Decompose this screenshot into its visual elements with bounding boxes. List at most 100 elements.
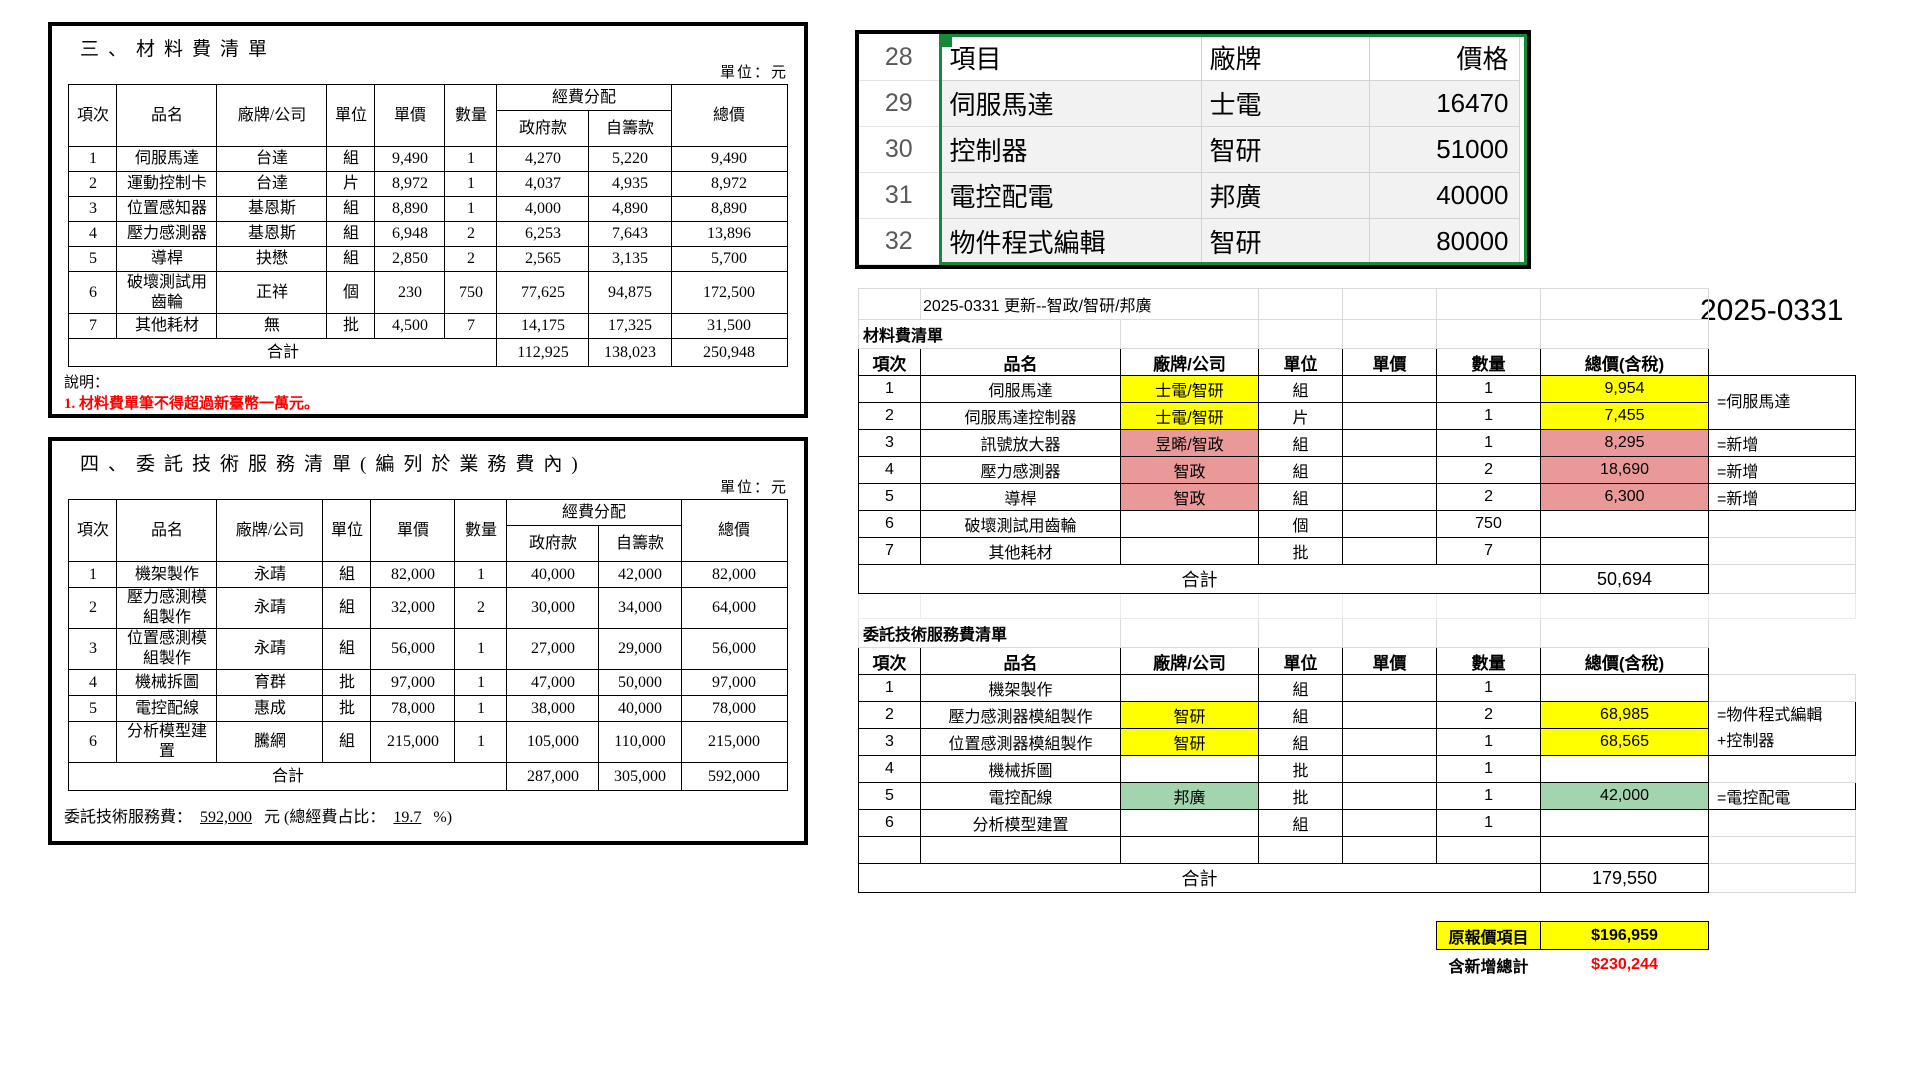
cell-price[interactable]: 51000 <box>1368 126 1520 173</box>
total-value[interactable]: 50,694 <box>1540 564 1710 594</box>
cell-brand[interactable]: 智政 <box>1119 483 1260 511</box>
cell-unit[interactable]: 組 <box>1258 701 1344 729</box>
col-header-no[interactable]: 項次 <box>858 348 921 376</box>
cell-qty[interactable]: 1 <box>1436 782 1542 810</box>
empty-cell[interactable] <box>1437 893 1541 922</box>
cell-name[interactable]: 壓力感測器模組製作 <box>920 701 1121 729</box>
empty-cell[interactable] <box>858 288 921 320</box>
cell-name[interactable]: 其他耗材 <box>920 537 1121 565</box>
empty-cell[interactable] <box>920 836 1121 864</box>
cell-total[interactable] <box>1540 537 1710 565</box>
cell-brand[interactable]: 智研 <box>1200 126 1370 173</box>
cell-total[interactable]: 68,565 <box>1540 728 1710 756</box>
cell-price[interactable] <box>1342 809 1438 837</box>
material-sheet-title[interactable]: 材料費清單 <box>858 319 1121 349</box>
empty-cell[interactable] <box>1709 893 1856 922</box>
cell-price[interactable] <box>1342 701 1438 729</box>
cell-brand[interactable]: 士電 <box>1200 80 1370 127</box>
cell-no[interactable]: 5 <box>858 782 921 810</box>
cell-qty[interactable]: 7 <box>1436 537 1542 565</box>
cell-brand[interactable]: 士電/智研 <box>1119 402 1260 430</box>
col-header-name[interactable]: 品名 <box>920 348 1121 376</box>
cell-unit[interactable]: 組 <box>1258 728 1344 756</box>
cell-qty[interactable]: 1 <box>1436 375 1542 403</box>
cell-unit[interactable]: 批 <box>1258 782 1344 810</box>
empty-cell[interactable] <box>1540 618 1710 648</box>
cell-no[interactable]: 6 <box>858 809 921 837</box>
empty-cell[interactable] <box>1343 893 1437 922</box>
cell-price[interactable] <box>1342 510 1438 538</box>
empty-cell[interactable] <box>1709 349 1856 376</box>
empty-cell[interactable] <box>1709 922 1856 950</box>
cell-no[interactable]: 3 <box>858 728 921 756</box>
cell-total[interactable]: 9,954 <box>1540 375 1710 403</box>
cell-price[interactable] <box>1342 429 1438 457</box>
col-header-no[interactable]: 項次 <box>858 647 921 675</box>
cell-total[interactable]: 6,300 <box>1540 483 1710 511</box>
cell-total[interactable]: 68,985 <box>1540 701 1710 729</box>
cell-name[interactable]: 導桿 <box>920 483 1121 511</box>
annotation-servo[interactable]: =伺服馬達 <box>1708 375 1857 430</box>
empty-cell[interactable] <box>1708 863 1857 893</box>
cell-qty[interactable]: 2 <box>1436 456 1542 484</box>
cell-name[interactable]: 機架製作 <box>920 674 1121 702</box>
annotation-object-editor[interactable]: =物件程式編輯 +控制器 <box>1708 701 1857 756</box>
empty-cell[interactable] <box>1342 288 1438 320</box>
cell-price[interactable] <box>1342 483 1438 511</box>
cell-no[interactable]: 7 <box>858 537 921 565</box>
empty-cell[interactable] <box>1258 618 1344 648</box>
empty-cell[interactable] <box>1121 922 1259 950</box>
cell-unit[interactable]: 組 <box>1258 809 1344 837</box>
cell-brand[interactable]: 邦廣 <box>1200 172 1370 219</box>
empty-cell[interactable] <box>1709 320 1856 349</box>
cell-brand[interactable]: 士電/智研 <box>1119 375 1260 403</box>
cell-brand[interactable]: 智研 <box>1200 218 1370 265</box>
cell-price[interactable] <box>1342 782 1438 810</box>
row-number[interactable]: 32 <box>859 218 939 265</box>
empty-cell[interactable] <box>1343 922 1437 950</box>
cell-brand[interactable]: 廠牌 <box>1200 34 1370 81</box>
cell-total[interactable]: 42,000 <box>1540 782 1710 810</box>
annotation-new[interactable]: =新增 <box>1708 429 1857 457</box>
cell-price[interactable] <box>1342 537 1438 565</box>
new-total-value[interactable]: $230,244 <box>1591 955 1658 973</box>
empty-cell[interactable] <box>1541 893 1709 922</box>
total-label[interactable]: 合計 <box>857 863 1542 893</box>
empty-cell[interactable] <box>920 593 1121 619</box>
col-header-name[interactable]: 品名 <box>920 647 1121 675</box>
cell-item[interactable]: 電控配電 <box>938 172 1202 219</box>
empty-cell[interactable] <box>858 836 921 864</box>
cell-item[interactable]: 伺服馬達 <box>938 80 1202 127</box>
empty-cell[interactable] <box>1436 593 1542 619</box>
empty-cell[interactable] <box>1119 593 1260 619</box>
empty-cell[interactable] <box>1121 950 1259 980</box>
cell-price[interactable]: 價格 <box>1368 34 1520 81</box>
empty-cell[interactable] <box>1708 510 1857 538</box>
service-sheet-title[interactable]: 委託技術服務費清單 <box>858 618 1121 648</box>
col-header-qty[interactable]: 數量 <box>1436 647 1542 675</box>
empty-cell[interactable] <box>859 893 921 922</box>
cell-total[interactable] <box>1540 809 1710 837</box>
cell-qty[interactable]: 1 <box>1436 755 1542 783</box>
col-header-brand[interactable]: 廠牌/公司 <box>1119 647 1260 675</box>
cell-qty[interactable]: 1 <box>1436 429 1542 457</box>
original-quote-label[interactable]: 原報價項目 <box>1436 921 1542 950</box>
empty-cell[interactable] <box>1709 619 1856 648</box>
cell-qty[interactable]: 1 <box>1436 674 1542 702</box>
col-header-price[interactable]: 單價 <box>1342 348 1438 376</box>
cell-total[interactable]: 7,455 <box>1540 402 1710 430</box>
empty-cell[interactable] <box>921 893 1121 922</box>
cell-price[interactable] <box>1342 755 1438 783</box>
cell-no[interactable]: 4 <box>858 755 921 783</box>
cell-name[interactable]: 機械拆圖 <box>920 755 1121 783</box>
cell-name[interactable]: 破壞測試用齒輪 <box>920 510 1121 538</box>
empty-cell[interactable] <box>1258 836 1344 864</box>
cell-item[interactable]: 控制器 <box>938 126 1202 173</box>
cell-name[interactable]: 訊號放大器 <box>920 429 1121 457</box>
cell-brand[interactable] <box>1119 755 1260 783</box>
empty-cell[interactable] <box>1342 836 1438 864</box>
cell-price[interactable] <box>1342 402 1438 430</box>
cell-unit[interactable]: 組 <box>1258 674 1344 702</box>
empty-cell[interactable] <box>1342 618 1438 648</box>
cell-no[interactable]: 3 <box>858 429 921 457</box>
